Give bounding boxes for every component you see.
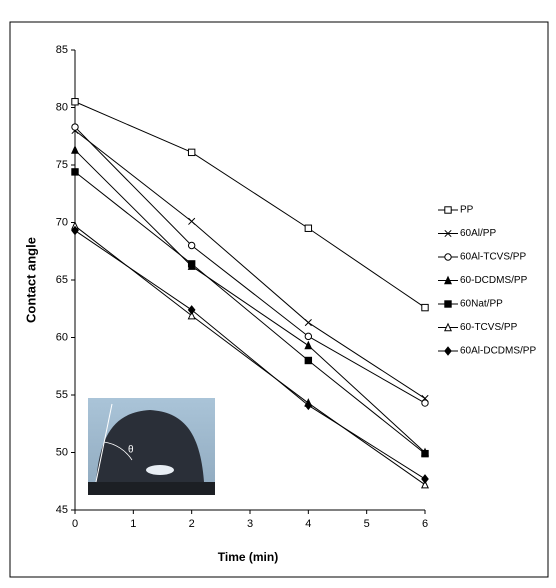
y-tick-label: 75 [56,159,68,171]
data-point [421,474,429,484]
data-point [304,224,313,232]
data-point [304,340,313,350]
x-tick-label: 0 [72,518,78,530]
data-point [421,449,429,458]
angle-arc [103,441,133,461]
legend-marker [444,229,452,238]
data-point [421,479,429,489]
y-tick-label: 70 [56,216,68,228]
data-point [421,303,429,312]
legend-marker [444,346,452,356]
data-point [304,400,313,411]
data-point [71,123,79,131]
legend-label: 60Al-DCDMS/PP [460,346,536,357]
series-line [74,130,426,399]
legend-marker [444,322,452,332]
reflection [146,465,174,475]
y-tick-label: 50 [56,446,68,458]
x-tick-label: 5 [364,518,370,530]
x-tick-label: 6 [422,518,428,530]
series-line [74,171,426,455]
y-axis-label: Contact angle [23,237,38,323]
series-line [74,149,426,453]
data-point [187,148,196,157]
y-tick-label: 45 [56,504,68,516]
data-point [188,217,196,225]
data-point [187,305,196,315]
y-tick-label: 60 [56,331,68,343]
legend-label: 60-DCDMS/PP [460,275,528,286]
legend-label: 60Al/PP [460,228,496,239]
y-tick-label: 65 [56,274,68,286]
y-tick-label: 55 [56,389,68,401]
legend-label: 60Nat/PP [460,299,503,310]
x-tick-label: 3 [247,518,253,530]
inset-photo: θ [88,398,215,495]
legend-label: PP [460,205,474,216]
inset-label: θ [128,445,134,456]
tangent-line [95,403,113,483]
data-point [187,260,196,268]
x-tick-label: 4 [305,518,311,530]
data-point [304,356,313,365]
data-point [71,98,79,106]
series-line [74,101,426,309]
x-tick-label: 1 [130,518,136,530]
y-tick-label: 80 [56,101,68,113]
legend-marker [444,275,452,285]
legend-label: 60-TCVS/PP [460,322,518,333]
y-tick-label: 85 [56,44,68,56]
series-line [74,126,426,404]
data-point [71,145,79,154]
legend-marker [444,253,452,261]
data-point [71,225,79,236]
series-line [74,230,426,480]
x-axis-label: Time (min) [218,550,278,564]
data-point [187,310,196,320]
x-tick-label: 2 [189,518,195,530]
data-point [421,399,429,407]
data-point [304,332,313,341]
legend-label: 60Al-TCVS/PP [460,252,526,263]
data-point [187,241,196,250]
substrate [88,482,215,495]
legend-marker [444,300,452,308]
legend-marker [444,206,452,214]
data-point [304,318,312,327]
droplet [96,410,204,482]
data-point [71,168,79,176]
